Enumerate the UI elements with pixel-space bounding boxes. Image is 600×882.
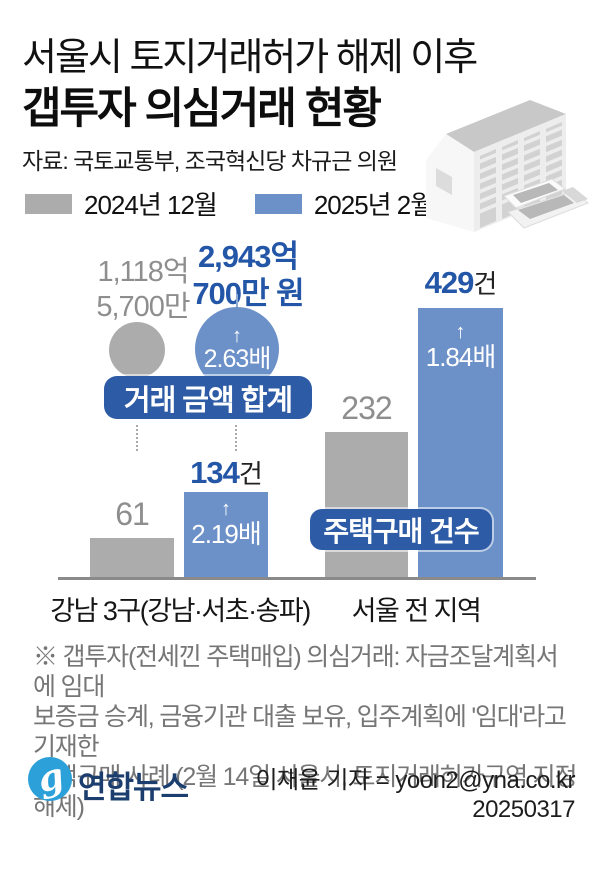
label-connector-line [236,294,238,312]
amount-2025-label: 2,943억 700만 원 [192,239,304,311]
bar-value-seoul-2024: 232 [341,390,392,426]
footnote-line3: 주택구매 사례 (2월 14일 서울시, 토지거래허가구역 지정 해제) [33,763,577,821]
footnote-line2: 보증금 승계, 금융기관 대출 보유, 입주계획에 '임대'라고 기재한 [33,703,567,761]
multiplier-annotation-gangnam: ↑ 2.19배 [191,498,262,549]
brand-name: 연합뉴스 [78,770,189,805]
publish-date: 20250317 [472,796,575,823]
amount-multiplier: 2.63배 [203,344,272,373]
bar-seoul-2024 [325,432,408,577]
up-arrow-icon: ↑ [232,324,242,347]
bar-value-gangnam-2024: 61 [115,496,150,532]
chart-legend: 2024년 12월 2025년 2월 [25,185,434,222]
up-arrow-icon: ↑ [455,321,466,343]
page-title-line1: 서울시 토지거래허가 해제 이후 [22,37,478,79]
yonhap-logo-icon: g [28,756,72,801]
legend-label-2024: 2024년 12월 [84,190,218,220]
up-arrow-icon: ↑ [221,498,231,520]
x-axis-label-seoul: 서울 전 지역 [351,596,482,626]
footnote: ※ 갭투자(전세낀 주택매입) 의심거래: 자금조달계획서에 임대 보증금 승계… [33,642,578,822]
footnote-line1: ※ 갭투자(전세낀 주택매입) 의심거래: 자금조달계획서에 임대 [33,643,559,701]
source-credit: 자료: 국토교통부, 조국혁신당 차규근 의원 [22,148,398,174]
amount-total-badge: 거래 금액 합계 [104,376,312,419]
legend-swatch-2025-icon [254,193,302,214]
x-axis-label-gangnam: 강남 3구(강남·서초·송파) [50,596,311,626]
bar-value-seoul-2025: 429건 [424,265,498,300]
legend-swatch-2024-icon [25,193,72,214]
x-axis-line [58,577,536,580]
dotted-connector-right [235,425,237,451]
bar-value-gangnam-2025: 134건 [190,455,263,490]
bar-gangnam-2024 [90,538,174,577]
purchase-count-badge: 주택구매 건수 [310,509,492,550]
amount-2024-label: 1,118억 5,700만 [96,256,190,323]
byline-block: 이재윤 기자 = yoon2@yna.co.kr 20250317 [255,766,575,824]
dotted-connector-left [136,425,138,451]
legend-label-2025: 2025년 2월 [313,190,434,220]
reporter-credit: 이재윤 기자 = yoon2@yna.co.kr [255,767,575,794]
multiplier-annotation-seoul: ↑ 1.84배 [425,321,497,372]
page-title-line2: 갭투자 의심거래 현황 [22,85,382,133]
building-money-icon [426,100,589,232]
amount-bubble-2024 [109,322,165,378]
bar-gangnam-2025: ↑ 2.19배 [184,492,268,577]
